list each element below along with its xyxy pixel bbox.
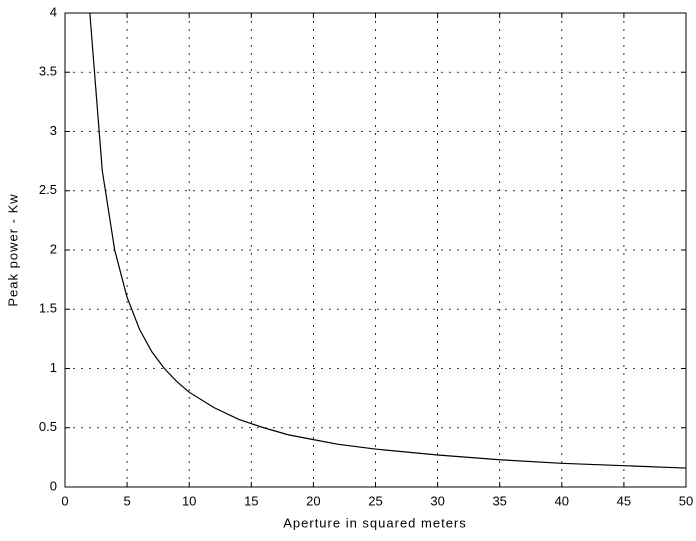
x-tick-label: 15 <box>244 493 258 508</box>
y-tick-label: 2.5 <box>39 182 57 197</box>
x-tick-label: 0 <box>61 493 68 508</box>
x-tick-label: 35 <box>492 493 506 508</box>
y-tick-label: 1.5 <box>39 301 57 316</box>
x-tick-label: 25 <box>368 493 382 508</box>
y-tick-label: 4 <box>50 4 57 19</box>
x-axis-label: Aperture in squared meters <box>283 515 467 530</box>
y-tick-label: 3.5 <box>39 64 57 79</box>
x-tick-label: 10 <box>182 493 196 508</box>
x-tick-label: 45 <box>617 493 631 508</box>
y-tick-label: 1 <box>50 360 57 375</box>
x-tick-label: 40 <box>555 493 569 508</box>
plot-frame <box>64 12 687 488</box>
data-line <box>89 12 687 469</box>
y-tick-label: 0.5 <box>39 419 57 434</box>
x-tick-label: 50 <box>679 493 693 508</box>
x-tick-label: 5 <box>123 493 130 508</box>
x-tick-label: 30 <box>430 493 444 508</box>
x-tick-label: 20 <box>306 493 320 508</box>
y-axis-label: Peak power - Kw <box>5 193 20 306</box>
y-tick-label: 3 <box>50 123 57 138</box>
y-tick-label: 0 <box>50 478 57 493</box>
y-tick-label: 2 <box>50 241 57 256</box>
